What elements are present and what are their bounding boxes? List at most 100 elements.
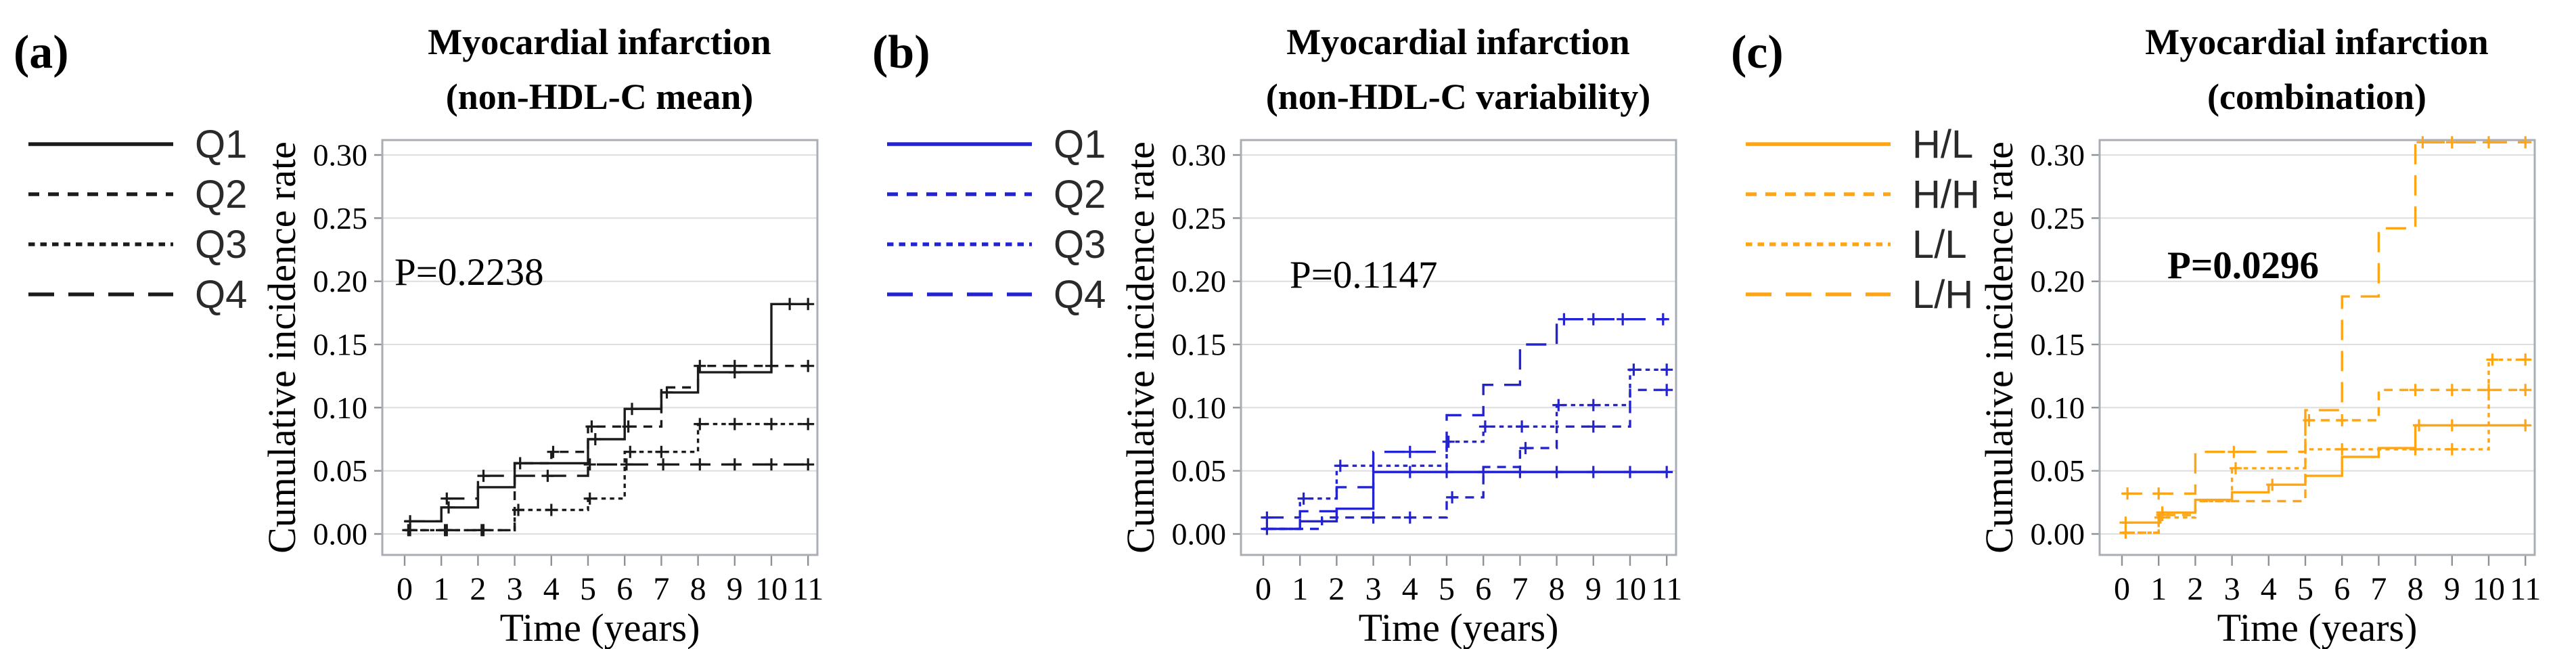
plot-area-c: 0.00 0.05 0.10 0.15 0.20 0.25 0.30 0 1 2 3 4 5 6 7 8 9 10… [1977, 136, 2541, 649]
svg-text:6: 6 [1475, 571, 1491, 607]
legend-item-hh: H/H [1744, 169, 1980, 219]
svg-text:0.10: 0.10 [313, 390, 368, 425]
svg-text:Time (years): Time (years) [1359, 606, 1559, 649]
svg-text:10: 10 [2472, 571, 2505, 607]
p-value-a: P=0.2238 [394, 251, 544, 294]
legend-line-longdash-icon [887, 292, 1032, 296]
svg-text:3: 3 [1365, 571, 1382, 607]
svg-text:Time (years): Time (years) [500, 606, 700, 649]
svg-text:7: 7 [1512, 571, 1528, 607]
svg-text:2: 2 [2187, 571, 2203, 607]
legend-line-solid-icon [1746, 142, 1891, 146]
svg-text:0.20: 0.20 [1172, 264, 1227, 298]
svg-text:2: 2 [1328, 571, 1345, 607]
svg-text:4: 4 [1402, 571, 1418, 607]
svg-text:11: 11 [1651, 571, 1682, 607]
svg-text:8: 8 [1549, 571, 1565, 607]
svg-text:10: 10 [1614, 571, 1646, 607]
svg-text:0.00: 0.00 [313, 517, 368, 552]
svg-text:0.20: 0.20 [2031, 264, 2085, 298]
svg-text:5: 5 [1439, 571, 1455, 607]
svg-text:0.15: 0.15 [313, 328, 368, 362]
svg-text:5: 5 [2297, 571, 2313, 607]
legend-item-q1: Q1 [27, 119, 247, 169]
svg-text:0.05: 0.05 [1172, 453, 1227, 488]
legend-item-q3: Q3 [886, 219, 1106, 269]
svg-text:0.05: 0.05 [313, 453, 368, 488]
svg-text:1: 1 [2150, 571, 2167, 607]
legend-a: Q1 Q2 Q3 Q4 [27, 119, 247, 319]
panel-c: 0.00 0.05 0.10 0.15 0.20 0.25 0.30 0 1 2 3 4 5 6 7 8 9 10… [1717, 0, 2576, 649]
legend-label: Q2 [195, 172, 248, 217]
svg-text:1: 1 [1292, 571, 1308, 607]
legend-item-ll: L/L [1744, 219, 1980, 269]
legend-line-longdash-icon [1746, 292, 1891, 296]
svg-text:8: 8 [690, 571, 706, 607]
panel-title-line1: Myocardial infarction [428, 22, 771, 62]
svg-text:4: 4 [543, 571, 560, 607]
svg-text:6: 6 [616, 571, 633, 607]
legend-label: H/L [1912, 122, 1974, 166]
legend-line-dash-icon [887, 192, 1032, 196]
svg-text:11: 11 [792, 571, 823, 607]
legend-label: Q4 [1054, 272, 1106, 317]
svg-text:9: 9 [2444, 571, 2460, 607]
svg-text:8: 8 [2408, 571, 2424, 607]
legend-label: L/H [1912, 272, 1974, 317]
legend-line-dash-icon [28, 192, 173, 196]
svg-text:1: 1 [433, 571, 449, 607]
legend-line-dot-icon [28, 242, 173, 246]
svg-text:0.00: 0.00 [1172, 517, 1227, 552]
legend-line-dot-icon [887, 242, 1032, 246]
panel-title-a: Myocardial infarction (non-HDL-C mean) [329, 15, 870, 125]
legend-line-solid-icon [28, 142, 173, 146]
legend-line-dot-icon [1746, 242, 1891, 246]
svg-text:4: 4 [2261, 571, 2277, 607]
svg-text:0.25: 0.25 [2031, 201, 2085, 236]
legend-label: Q1 [1054, 122, 1106, 166]
legend-label: L/L [1912, 222, 1967, 267]
svg-text:0.05: 0.05 [2031, 453, 2085, 488]
legend-item-q2: Q2 [27, 169, 247, 219]
svg-text:5: 5 [580, 571, 596, 607]
legend-b: Q1 Q2 Q3 Q4 [886, 119, 1106, 319]
svg-text:Time (years): Time (years) [2217, 606, 2418, 649]
svg-text:0.30: 0.30 [1172, 138, 1227, 173]
legend-item-q2: Q2 [886, 169, 1106, 219]
svg-text:Cumulative incidence rate: Cumulative incidence rate [1977, 141, 2021, 554]
panel-title-b: Myocardial infarction (non-HDL-C variabi… [1188, 15, 1729, 125]
legend-item-q4: Q4 [886, 269, 1106, 319]
svg-text:10: 10 [755, 571, 788, 607]
svg-text:0.30: 0.30 [2031, 138, 2085, 173]
svg-text:0.00: 0.00 [2031, 517, 2085, 552]
svg-text:Cumulative incidence rate: Cumulative incidence rate [260, 141, 304, 554]
legend-c: H/L H/H L/L L/H [1744, 119, 1980, 319]
panel-title-c: Myocardial infarction (combination) [2046, 15, 2576, 125]
panel-label-a: (a) [14, 26, 69, 79]
p-value-b: P=0.1147 [1290, 254, 1438, 296]
svg-text:0: 0 [397, 571, 413, 607]
svg-text:6: 6 [2334, 571, 2350, 607]
legend-label: Q1 [195, 122, 248, 166]
svg-text:7: 7 [653, 571, 669, 607]
svg-text:2: 2 [470, 571, 486, 607]
panel-label-b: (b) [872, 26, 930, 79]
panel-label-c: (c) [1731, 26, 1784, 79]
svg-text:11: 11 [2510, 571, 2541, 607]
svg-text:0.25: 0.25 [1172, 201, 1227, 236]
svg-text:0.15: 0.15 [2031, 328, 2085, 362]
legend-label: Q3 [1054, 222, 1106, 267]
svg-text:Cumulative incidence rate: Cumulative incidence rate [1118, 141, 1162, 554]
svg-text:0.15: 0.15 [1172, 328, 1227, 362]
svg-text:0.10: 0.10 [2031, 390, 2085, 425]
panel-a: 0.00 0.05 0.10 0.15 0.20 0.25 0.30 0 1 2 3 4 5 6 7 8 9 10… [0, 0, 859, 649]
svg-text:0.10: 0.10 [1172, 390, 1227, 425]
legend-line-dash-icon [1746, 192, 1891, 196]
svg-text:0.25: 0.25 [313, 201, 368, 236]
legend-item-q1: Q1 [886, 119, 1106, 169]
svg-text:0.20: 0.20 [313, 264, 368, 298]
svg-text:7: 7 [2370, 571, 2387, 607]
svg-text:3: 3 [2224, 571, 2240, 607]
panel-b: 0.00 0.05 0.10 0.15 0.20 0.25 0.30 0 1 2 3 4 5 6 7 8 9 10… [859, 0, 1717, 649]
